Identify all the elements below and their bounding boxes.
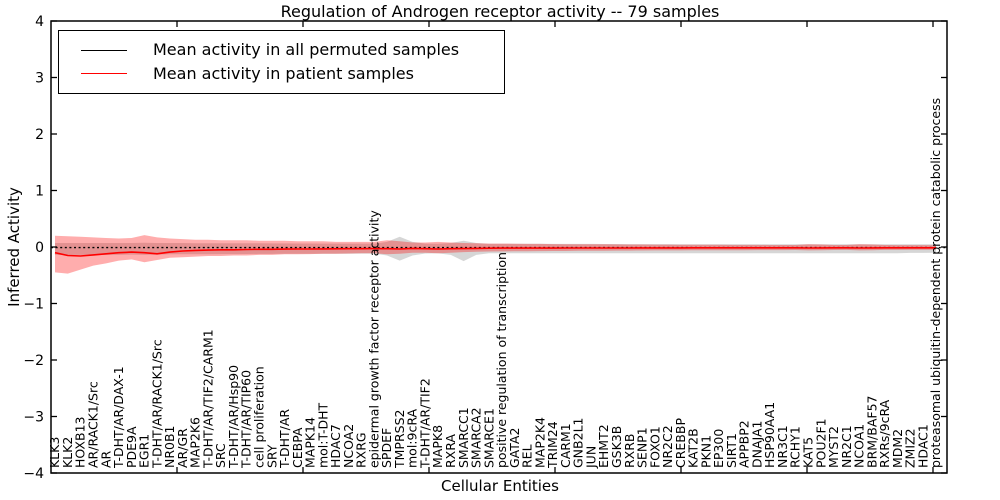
x-category-label: mol:T-DHT (315, 402, 330, 468)
x-category-label: SRY (264, 444, 279, 468)
x-category-label: EHMT2 (596, 424, 611, 468)
x-category-label: SIRT1 (724, 433, 739, 468)
x-category-label: MAP2K4 (532, 417, 547, 468)
y-tick-label: −4 (23, 466, 44, 482)
x-category-labels: KLK3KLK2HOXB13AR/RACK1/SrcART-DHT/AR/DAX… (47, 98, 943, 469)
series-lines (51, 246, 947, 257)
x-category-label: NCOA1 (852, 424, 867, 468)
y-tick-label: 2 (35, 127, 44, 143)
x-category-label: NR0B1 (162, 425, 177, 468)
x-category-label: KAT2B (686, 428, 701, 468)
x-category-label: RXRB (622, 433, 637, 468)
x-category-label: CARM1 (558, 423, 573, 468)
x-category-label: cell proliferation (251, 366, 266, 468)
confidence-bands (55, 235, 936, 274)
y-axis-label: Inferred Activity (5, 187, 23, 307)
y-tick-label: −2 (23, 353, 44, 369)
x-category-label: SMARCC1 (456, 407, 471, 468)
x-category-label: T-DHT/AR/DAX-1 (111, 366, 126, 469)
patient-range-band (55, 235, 936, 274)
legend-item-permuted: Mean activity in all permuted samples (59, 41, 504, 59)
x-category-label: proteasomal ubiquitin-dependent protein … (928, 98, 943, 468)
permuted-line-swatch (81, 49, 127, 51)
y-tick-label: −1 (23, 297, 44, 313)
x-category-label: APPBP2 (737, 420, 752, 468)
x-category-label: HSP90AA1 (762, 402, 777, 468)
x-category-label: EGR1 (137, 434, 152, 468)
x-category-label: SMARCE1 (481, 408, 496, 468)
x-category-label: AR (98, 450, 113, 468)
y-tick-labels: 4 3 2 1 0 −1 −2 −3 −4 (23, 14, 44, 482)
x-category-label: T-DHT/AR/RACK1/Src (149, 339, 164, 469)
x-category-label: CEBPA (290, 427, 305, 468)
x-category-label: TRIM24 (545, 421, 560, 469)
patient-mean-line (54, 247, 936, 257)
x-category-label: BRM/BAF57 (864, 396, 879, 468)
x-category-label: GATA2 (507, 428, 522, 468)
legend: Mean activity in all permuted samples Me… (58, 30, 505, 94)
x-category-label: NR2C2 (660, 425, 675, 468)
y-tick-label: 1 (35, 184, 44, 200)
x-axis-label: Cellular Entities (441, 477, 559, 495)
x-category-label: positive regulation of transcription (494, 252, 509, 468)
x-category-label: SENP1 (635, 427, 650, 468)
x-category-label: KLK2 (60, 437, 75, 468)
x-category-label: PDE9A (124, 426, 139, 468)
x-category-label: TMPRSS2 (392, 410, 407, 469)
x-category-label: KLK3 (47, 437, 62, 468)
chart-title: Regulation of Androgen receptor activity… (280, 2, 720, 21)
x-category-label: RXRG (354, 432, 369, 468)
x-category-label: SMARCA2 (469, 407, 484, 468)
x-category-label: NR2C1 (839, 425, 854, 468)
x-category-label: AR/RACK1/Src (86, 381, 101, 468)
legend-label: Mean activity in patient samples (153, 64, 414, 83)
x-category-label: GSK3B (609, 426, 624, 468)
x-category-label: KAT5 (801, 437, 816, 468)
x-category-label: MAP2K6 (188, 417, 203, 468)
x-category-label: NCOA2 (341, 424, 356, 468)
x-category-label: HDAC1 (915, 424, 930, 468)
x-category-label: HOXB13 (73, 417, 88, 468)
x-category-label: MAPK8 (430, 425, 445, 468)
x-category-label: epidermal growth factor receptor activit… (366, 210, 381, 468)
x-category-label: RXRs/9cRA (877, 399, 892, 468)
x-category-label: T-DHT/AR/TIP60 (239, 370, 254, 469)
x-category-label: POU2F1 (813, 418, 828, 468)
x-category-label: T-DHT/AR/TIF2/CARM1 (200, 329, 215, 469)
patient-line-swatch (81, 73, 127, 75)
x-category-label: MAPK14 (303, 417, 318, 468)
x-category-label: T-DHT/AR/Hsp90 (226, 365, 241, 469)
axes (50, 20, 948, 474)
x-category-label: ZMIZ2 (903, 428, 918, 468)
x-category-label: JUN (583, 446, 598, 469)
x-category-label: FOXO1 (647, 426, 662, 468)
x-category-label: T-DHT/AR (277, 409, 292, 469)
x-category-label: SRC (213, 443, 228, 468)
x-category-label: AR/GR (175, 428, 190, 468)
x-category-label: DNAJA1 (749, 421, 764, 469)
x-category-label: MYST2 (826, 426, 841, 468)
legend-item-patient: Mean activity in patient samples (59, 65, 504, 83)
x-category-label: RCHY1 (788, 426, 803, 468)
y-tick-label: −3 (23, 410, 44, 426)
x-category-label: mol:9cRA (405, 408, 420, 468)
y-tick-label: 4 (35, 14, 44, 30)
x-category-label: EP300 (711, 429, 726, 468)
x-category-label: HDAC7 (328, 424, 343, 468)
y-tick-label: 0 (35, 240, 44, 256)
x-category-label: REL (520, 444, 535, 468)
x-category-label: SPDEF (379, 428, 394, 468)
legend-label: Mean activity in all permuted samples (153, 40, 460, 60)
x-category-label: GNB2L1 (571, 418, 586, 468)
x-category-label: PKN1 (698, 435, 713, 468)
x-category-label: MDM2 (890, 429, 905, 468)
x-category-label: NR3C1 (775, 425, 790, 468)
y-tick-label: 3 (35, 71, 44, 87)
x-category-label: T-DHT/AR/TIF2 (417, 378, 432, 469)
x-category-label: CREBBP (673, 418, 688, 468)
permuted-range-band (55, 236, 936, 262)
x-category-label: RXRA (443, 434, 458, 468)
